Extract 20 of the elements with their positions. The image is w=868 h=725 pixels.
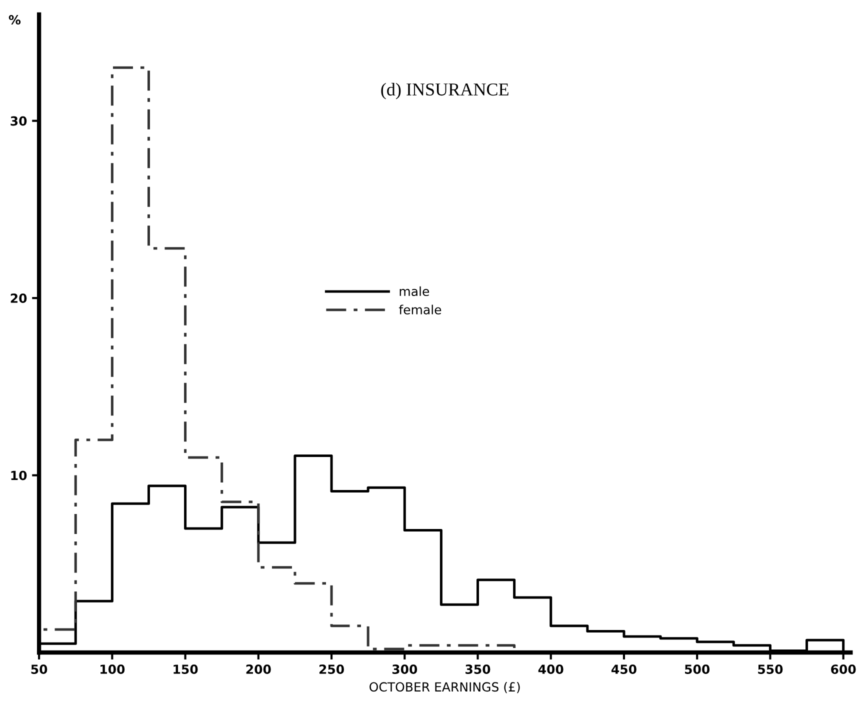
- x-tick-label: 150: [174, 664, 198, 674]
- x-tick-label: 550: [758, 664, 783, 674]
- x-tick-label: 450: [612, 664, 636, 674]
- text: (d) INSURANCE: [381, 82, 508, 100]
- y-tick-label: 30: [10, 116, 27, 126]
- x-tick-label: 250: [319, 664, 344, 674]
- x-axis-title: OCTOBER EARNINGS (£): [370, 682, 520, 694]
- legend-label: female: [398, 304, 442, 314]
- x-tick-label: 350: [466, 664, 490, 674]
- legend-label: male: [400, 286, 430, 296]
- x-tick-label: 100: [100, 664, 125, 674]
- x-tick-label: 50: [31, 664, 48, 674]
- x-tick-label: 300: [392, 664, 418, 674]
- y-axis-title: %: [8, 15, 21, 25]
- x-tick-label: 600: [831, 664, 856, 674]
- y-tick-label: 20: [10, 294, 27, 303]
- y-tick-label: 10: [11, 470, 27, 480]
- x-tick-label: 400: [538, 664, 564, 674]
- x-tick-label: 200: [246, 664, 271, 674]
- x-tick-label: 500: [685, 664, 710, 674]
